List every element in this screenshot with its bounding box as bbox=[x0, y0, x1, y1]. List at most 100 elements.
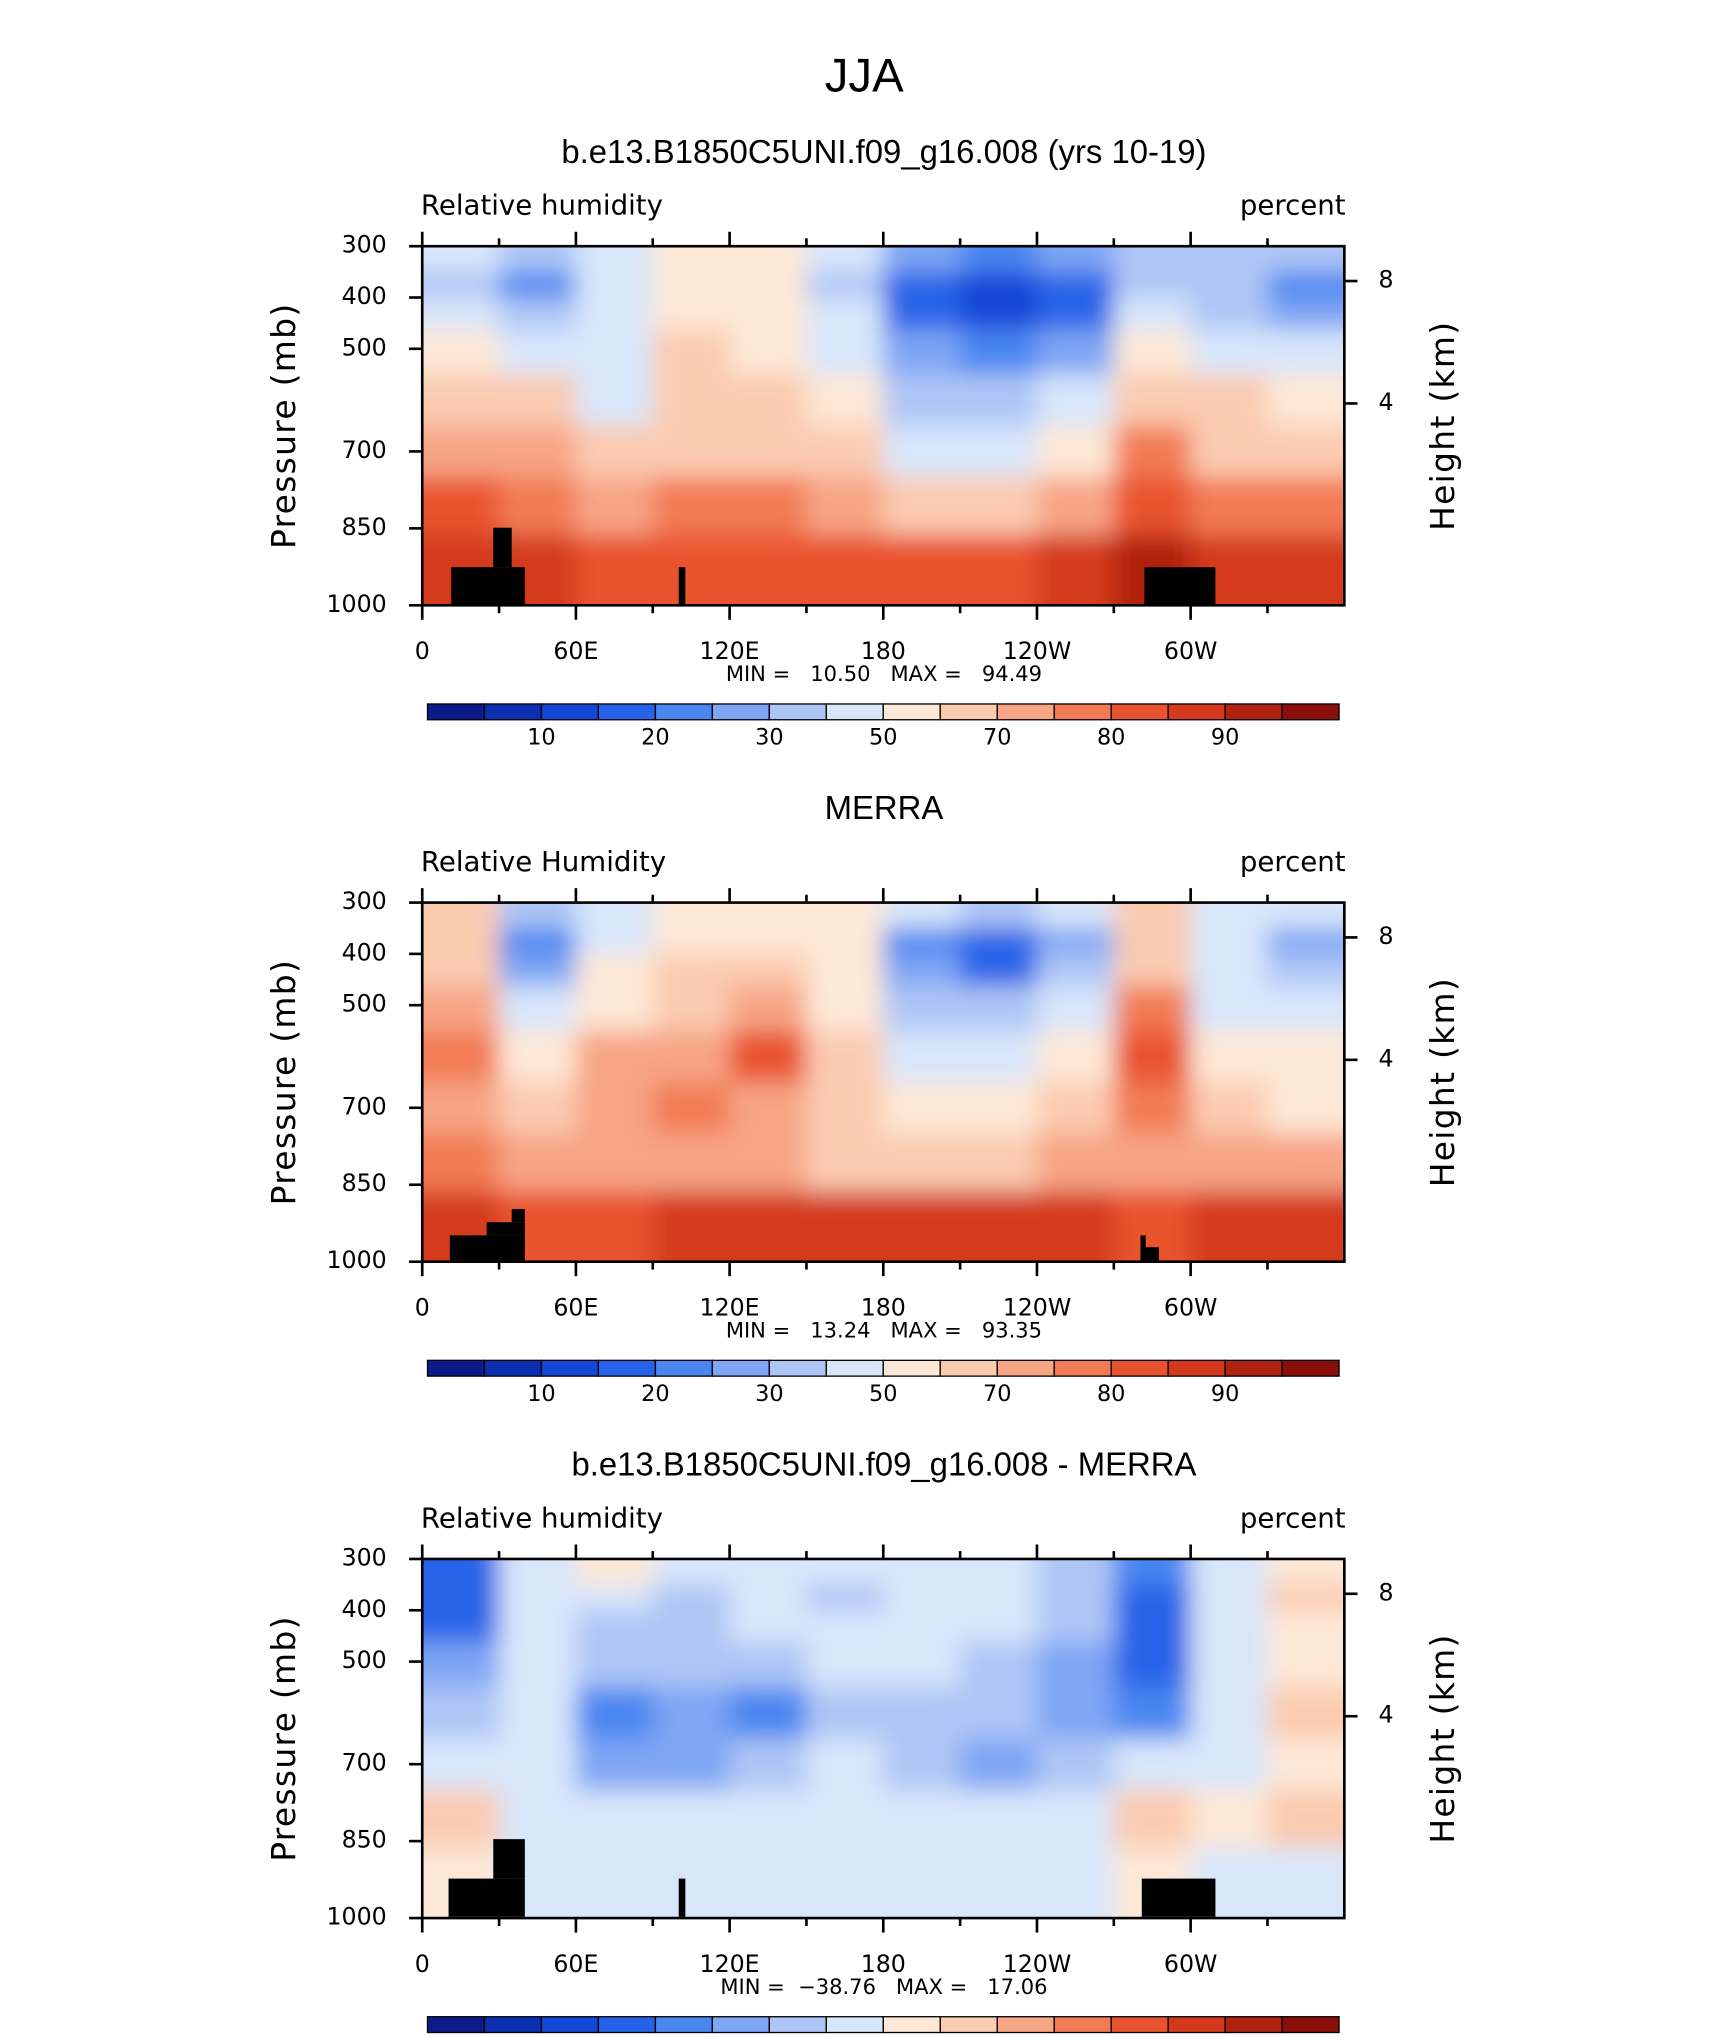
field-cell bbox=[499, 1789, 577, 1849]
x-tick-label: 180 bbox=[861, 1950, 906, 1978]
field-cell bbox=[883, 1687, 961, 1740]
field-cell bbox=[575, 329, 654, 376]
colorbar-box bbox=[1110, 703, 1169, 721]
field-cell bbox=[960, 1642, 1038, 1688]
colorbar-label: 30 bbox=[755, 1381, 783, 1407]
field-cell bbox=[806, 534, 884, 606]
colorbar-box bbox=[996, 1359, 1055, 1377]
field-cell bbox=[575, 928, 654, 955]
field-cell bbox=[1113, 1133, 1192, 1192]
x-tick-label: 120W bbox=[1003, 637, 1072, 665]
land-block bbox=[486, 1222, 525, 1236]
colorbar-box bbox=[996, 2016, 1055, 2034]
colorbar-box bbox=[996, 703, 1055, 721]
y-tick-label: 300 bbox=[342, 887, 387, 915]
x-tick-label: 0 bbox=[415, 1294, 430, 1322]
colorbar-box bbox=[540, 703, 600, 721]
field-cell bbox=[806, 928, 884, 955]
field-cell bbox=[1267, 1558, 1345, 1586]
land-block bbox=[451, 567, 525, 606]
field-cell bbox=[883, 246, 961, 273]
field-cell bbox=[1267, 1133, 1345, 1192]
field-cell bbox=[883, 953, 961, 987]
field-clip bbox=[422, 902, 1345, 1262]
field-cell bbox=[1113, 1082, 1192, 1135]
colorbar-box bbox=[540, 1359, 600, 1377]
field-cell bbox=[1113, 374, 1192, 427]
field-cell bbox=[499, 271, 577, 299]
colorbar-box bbox=[1167, 2016, 1226, 2034]
field-cell bbox=[1036, 1789, 1115, 1849]
field-cell bbox=[1036, 1610, 1115, 1643]
field-cell bbox=[1267, 534, 1345, 606]
field-cell bbox=[652, 1789, 731, 1849]
colorbar-box bbox=[1224, 1359, 1283, 1377]
stats: MIN = −38.76 MAX = 17.06 bbox=[720, 1974, 1047, 1999]
field-cell bbox=[883, 928, 961, 955]
field-cell bbox=[729, 329, 808, 376]
colorbar-box bbox=[483, 703, 543, 721]
colorbar-box bbox=[1281, 1359, 1340, 1377]
field-cell bbox=[499, 928, 577, 955]
field-cell bbox=[575, 1738, 654, 1791]
field-cell bbox=[575, 902, 654, 929]
field-cell bbox=[806, 1738, 884, 1791]
y-tick-label: 300 bbox=[342, 1543, 387, 1571]
land-block bbox=[448, 1878, 525, 1917]
field-cell bbox=[729, 374, 808, 427]
field-cell bbox=[883, 1610, 961, 1643]
colorbar-box bbox=[1110, 1359, 1169, 1377]
land-block bbox=[1144, 567, 1216, 606]
x-tick-label: 60W bbox=[1164, 637, 1218, 665]
field-cell bbox=[575, 953, 654, 987]
field-cell bbox=[960, 1558, 1038, 1586]
colorbar-box bbox=[1224, 703, 1283, 721]
x-tick-label: 120W bbox=[1003, 1294, 1072, 1322]
colorbar-box bbox=[711, 1359, 770, 1377]
field-cell bbox=[806, 374, 884, 427]
y-axis-label: Pressure (mb) bbox=[264, 959, 303, 1205]
field-cell bbox=[729, 271, 808, 299]
field-cell bbox=[1267, 374, 1345, 427]
colorbar-box bbox=[426, 1359, 486, 1377]
field-cell bbox=[883, 902, 961, 929]
right-string: percent bbox=[1240, 189, 1346, 222]
field-cell bbox=[729, 1082, 808, 1135]
field-cell bbox=[652, 1610, 731, 1643]
field-cell bbox=[1036, 1082, 1115, 1135]
field-cell bbox=[652, 374, 731, 427]
x-tick-label: 120E bbox=[700, 1950, 760, 1978]
field-cell bbox=[652, 297, 731, 331]
land-block bbox=[678, 567, 686, 606]
field-cell bbox=[1036, 1584, 1115, 1611]
field-cell bbox=[1113, 1738, 1192, 1791]
field-cell bbox=[960, 928, 1038, 955]
right-string: percent bbox=[1240, 1502, 1346, 1535]
x-tick-label: 60W bbox=[1164, 1294, 1218, 1322]
y2-tick-label: 8 bbox=[1379, 1578, 1394, 1606]
field-cell bbox=[883, 1191, 961, 1262]
field-cell bbox=[883, 1133, 961, 1192]
colorbar-label: 30 bbox=[755, 725, 783, 751]
field-cell bbox=[499, 477, 577, 536]
field-cell bbox=[1190, 1584, 1269, 1611]
field-cell bbox=[575, 246, 654, 273]
colorbar-label: 20 bbox=[641, 725, 669, 751]
field-cell bbox=[1190, 1610, 1269, 1643]
field-cell bbox=[1267, 1847, 1345, 1919]
field-cell bbox=[1190, 985, 1269, 1032]
right-string: percent bbox=[1240, 845, 1346, 878]
field-cell bbox=[1113, 1610, 1192, 1643]
field-cell bbox=[729, 297, 808, 331]
field-cell bbox=[1190, 477, 1269, 536]
field-cell bbox=[575, 1584, 654, 1611]
field-cell bbox=[729, 985, 808, 1032]
colorbar-label: 70 bbox=[983, 725, 1011, 751]
field-cell bbox=[883, 477, 961, 536]
field-cell bbox=[1113, 1558, 1192, 1586]
field-cell bbox=[806, 246, 884, 273]
field-cell bbox=[1113, 246, 1192, 273]
field-cell bbox=[1113, 1642, 1192, 1688]
field-cell bbox=[575, 477, 654, 536]
field-cell bbox=[1113, 1584, 1192, 1611]
